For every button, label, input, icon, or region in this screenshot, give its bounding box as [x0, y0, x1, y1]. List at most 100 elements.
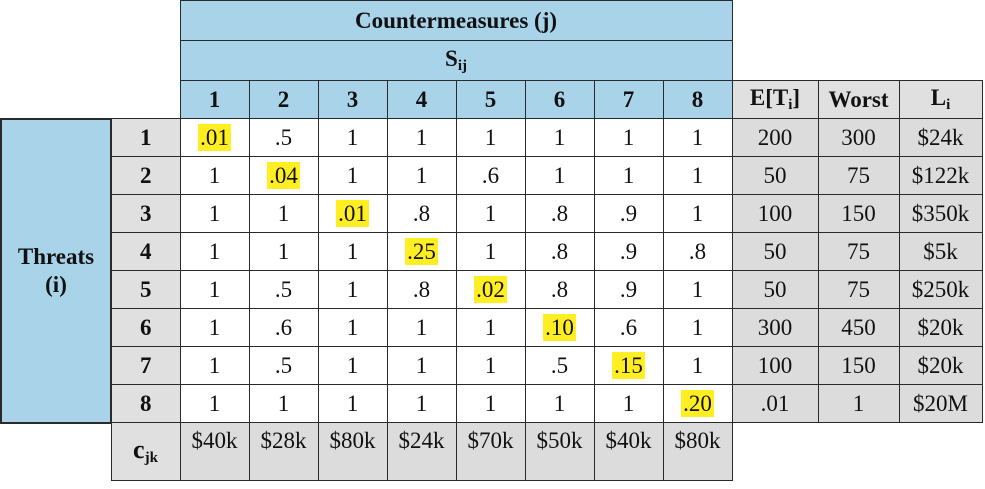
- matrix-cell: .20: [662, 384, 733, 423]
- matrix-cell: .8: [386, 194, 457, 233]
- matrix-value-highlighted: .10: [543, 314, 576, 341]
- matrix-cell: 1: [662, 118, 733, 157]
- corner-blank: [1, 0, 180, 41]
- matrix-cell: .15: [593, 346, 664, 385]
- cost-cell: $40k: [593, 422, 664, 481]
- loss-cell: $250k: [898, 270, 983, 309]
- header-blank-right-2: [732, 40, 982, 81]
- matrix-cell: .6: [248, 308, 319, 347]
- matrix-value: 1: [277, 201, 290, 226]
- threat-row: 5 1 .5 1 .8 .02 .8 .9 1 50 75 $250k: [1, 270, 983, 309]
- threat-row: 2 1 .04 1 1 .6 1 1 1 50 75 $122k: [1, 156, 983, 195]
- matrix-cell: 1: [662, 194, 733, 233]
- cost-cell: $40k: [179, 422, 250, 481]
- matrix-value: 1: [622, 125, 635, 150]
- loss-cell: $5k: [898, 232, 983, 271]
- matrix-value: 1: [484, 125, 497, 150]
- matrix-cell: .8: [386, 270, 457, 309]
- matrix-value: 1: [415, 163, 428, 188]
- cost-label-sub: jk: [144, 450, 158, 466]
- worst-case-cell: 1: [817, 384, 900, 423]
- expected-threats-cell: 100: [731, 346, 819, 385]
- threat-row: Threats (i) 1.01.5 1 1 1 1 1 1 200 300 $24k: [0, 117, 983, 424]
- matrix-value: .8: [550, 201, 569, 226]
- matrix-value: .9: [619, 277, 638, 302]
- matrix-cell: .10: [524, 308, 595, 347]
- matrix-value-highlighted: .01: [336, 200, 369, 227]
- matrix-cell: 1: [386, 156, 457, 195]
- matrix-cell: 1: [455, 308, 526, 347]
- matrix-cell: 1: [317, 118, 388, 157]
- worst-case-cell: 150: [817, 346, 900, 385]
- s-ij-header: Sij: [179, 40, 733, 81]
- loss-cell: $24k: [898, 118, 983, 157]
- matrix-value: .8: [688, 239, 707, 264]
- matrix-cell: .01: [317, 194, 388, 233]
- matrix-cell: 1: [248, 194, 319, 233]
- matrix-value: .8: [412, 201, 431, 226]
- expected-threats-cell: 100: [731, 194, 819, 233]
- matrix-cell: 1: [386, 118, 457, 157]
- matrix-cell: 1: [317, 384, 388, 423]
- matrix-cell: 1: [179, 156, 250, 195]
- worst-case-cell: 150: [817, 194, 900, 233]
- matrix-value: 1: [208, 315, 221, 340]
- matrix-cell: .5: [248, 346, 319, 385]
- matrix-value: 1: [346, 163, 359, 188]
- threat-row-label: 7: [110, 346, 181, 385]
- matrix-cell: 1: [455, 118, 526, 157]
- col-header-6: 6: [524, 80, 595, 119]
- matrix-value: 1: [415, 315, 428, 340]
- matrix-value: 1: [415, 125, 428, 150]
- corner-blank-2: [1, 40, 180, 81]
- cost-cell: $70k: [455, 422, 526, 481]
- matrix-cell: 1: [386, 308, 457, 347]
- matrix-cell: 1: [179, 194, 250, 233]
- matrix-value: 1: [484, 239, 497, 264]
- matrix-value: .6: [619, 315, 638, 340]
- loss-cell: $350k: [898, 194, 983, 233]
- matrix-value-highlighted: .01: [198, 124, 231, 151]
- matrix-value: 1: [553, 391, 566, 416]
- matrix-value: .6: [274, 315, 293, 340]
- matrix-cell: 1: [317, 232, 388, 271]
- matrix-cell: .5: [524, 346, 595, 385]
- matrix-value: 1: [277, 239, 290, 264]
- loss-cell: $20M: [898, 384, 983, 423]
- matrix-cell: .9: [593, 270, 664, 309]
- matrix-value: 1: [484, 391, 497, 416]
- e-ti-header: E[Ti]: [731, 80, 819, 119]
- matrix-value: 1: [484, 201, 497, 226]
- matrix-cell: 1: [455, 346, 526, 385]
- cost-cell: $50k: [524, 422, 595, 481]
- matrix-value: 1: [346, 239, 359, 264]
- threat-row-label: 2: [110, 156, 181, 195]
- col-header-4: 4: [386, 80, 457, 119]
- col-header-7: 7: [593, 80, 664, 119]
- matrix-cell: 1: [317, 308, 388, 347]
- matrix-value-highlighted: .02: [474, 276, 507, 303]
- matrix-value: 1: [346, 125, 359, 150]
- matrix-value-highlighted: .15: [612, 352, 645, 379]
- cost-row: cjk $40k $28k $80k $24k $70k $50k $40k $80k: [1, 422, 982, 481]
- matrix-cell: 1: [524, 156, 595, 195]
- matrix-value: 1: [691, 201, 704, 226]
- matrix-cell: .02: [455, 270, 526, 309]
- matrix-value: 1: [691, 277, 704, 302]
- threat-row: 8 1 1 1 1 1 1 1.20.01 1 $20M: [1, 384, 983, 423]
- matrix-value-highlighted: .04: [267, 162, 300, 189]
- loss-cell: $20k: [898, 308, 983, 347]
- matrix-cell: .8: [524, 194, 595, 233]
- matrix-value: 1: [484, 353, 497, 378]
- matrix-cell: .8: [524, 232, 595, 271]
- threat-row-label: 1: [110, 118, 181, 157]
- expected-threats-cell: 50: [731, 232, 819, 271]
- matrix-cell: 1: [179, 232, 250, 271]
- threat-row: 4 1 1 1 .25 1 .8 .9 .8 50 75 $5k: [1, 232, 983, 271]
- matrix-cell: 1: [662, 156, 733, 195]
- col-header-3: 3: [317, 80, 388, 119]
- matrix-value: 1: [415, 391, 428, 416]
- matrix-cell: 1: [455, 232, 526, 271]
- countermeasures-header: Countermeasures (j): [179, 0, 733, 41]
